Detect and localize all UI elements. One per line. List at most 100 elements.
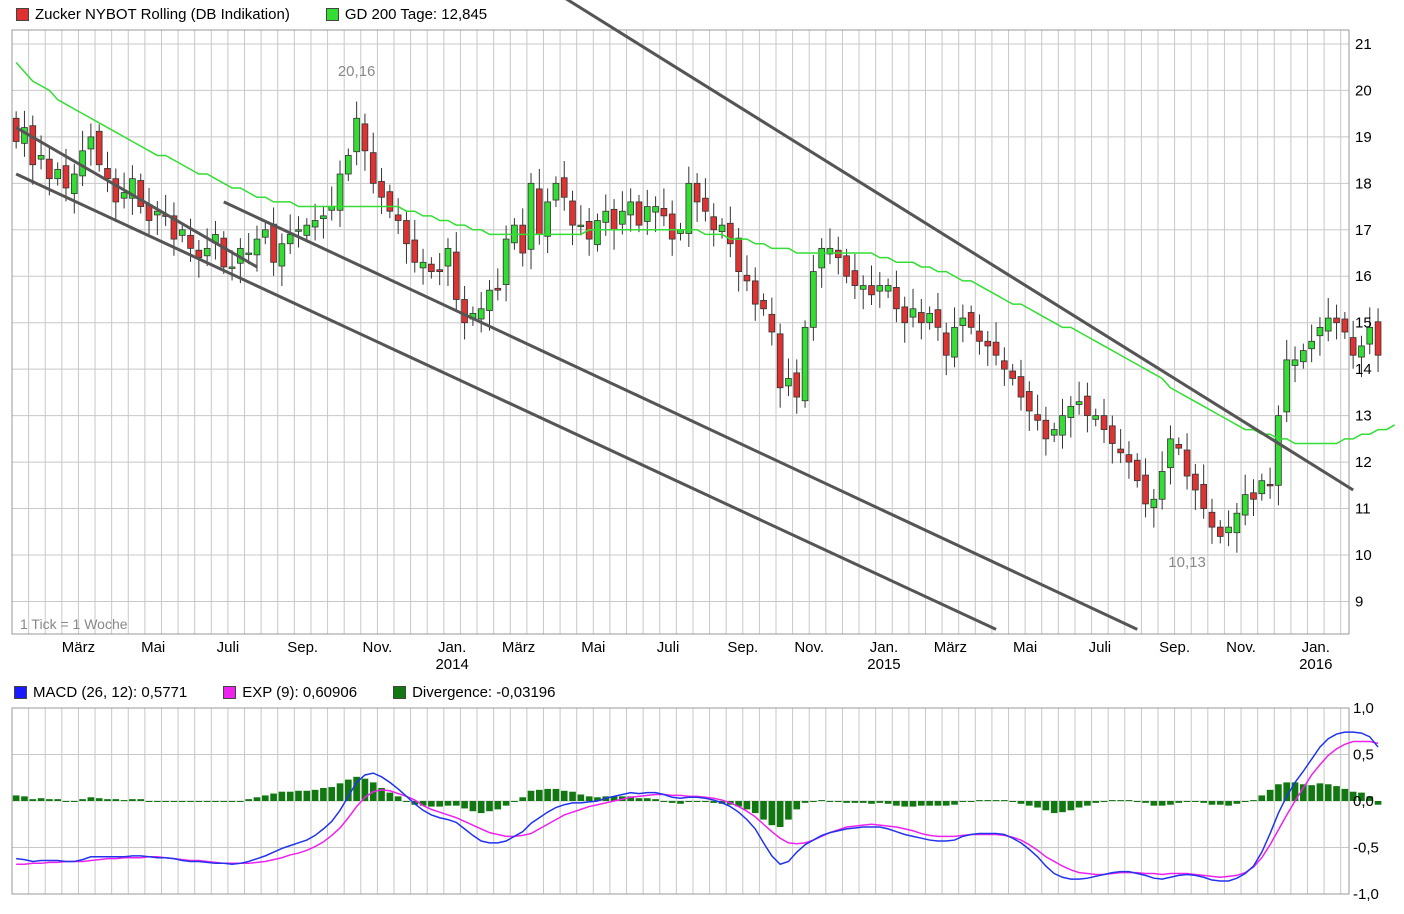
divergence-bar — [428, 801, 435, 807]
candle-body — [1117, 448, 1124, 454]
divergence-bar — [245, 799, 252, 801]
macd-panel-frame — [11, 707, 1350, 895]
divergence-legend-label: Divergence: -0,03196 — [412, 684, 556, 701]
divergence-bar — [1133, 801, 1141, 802]
candle-body — [444, 247, 452, 267]
candle-body — [1067, 405, 1075, 418]
divergence-bar — [162, 801, 169, 802]
divergence-bar — [594, 797, 601, 801]
candle-body — [1225, 526, 1232, 534]
divergence-bar — [436, 801, 443, 807]
divergence-bar — [469, 801, 477, 812]
candle-body — [37, 155, 45, 160]
candle-body — [1125, 454, 1133, 463]
candle-body — [1183, 449, 1191, 477]
candle-body — [353, 117, 360, 153]
divergence-bar — [1308, 785, 1315, 801]
candle-body — [253, 238, 261, 256]
candle-body — [1341, 318, 1349, 333]
trend-line — [15, 172, 997, 631]
divergence-bar — [178, 801, 186, 802]
divergence-bar — [536, 789, 543, 801]
candle-body — [1001, 360, 1008, 370]
candle-body — [984, 340, 992, 347]
divergence-bar — [677, 801, 684, 804]
candle-body — [884, 285, 892, 292]
candle-body — [1167, 438, 1174, 469]
divergence-bar — [145, 801, 153, 802]
divergence-bar — [1300, 784, 1307, 801]
candle-body — [776, 333, 784, 389]
trend-lines — [15, 0, 1354, 631]
divergence-bar — [1250, 800, 1257, 802]
candle-body — [170, 215, 178, 240]
candle-body — [394, 214, 402, 221]
x-tick-label: Juli — [1089, 639, 1112, 656]
divergence-bar — [859, 801, 867, 803]
trend-line — [565, 0, 1354, 492]
candle-body — [1142, 474, 1149, 505]
x-tick-label: Mai — [581, 639, 605, 656]
divergence-bar — [810, 801, 817, 802]
divergence-legend-item: Divergence: -0,03196 — [393, 684, 556, 701]
candle-body — [1366, 326, 1374, 345]
candle-body — [693, 182, 701, 203]
candle-body — [992, 341, 1000, 356]
candle-body — [810, 271, 817, 328]
candle-body — [843, 255, 850, 277]
x-tick-label: Jan. — [1302, 639, 1330, 656]
divergence-bar — [585, 796, 593, 801]
divergence-bar — [1059, 801, 1066, 813]
divergence-bar — [87, 797, 95, 801]
divergence-bar — [237, 801, 244, 802]
macd-legend-label: MACD (26, 12): 0,5771 — [33, 684, 188, 701]
candle-body — [486, 289, 493, 312]
divergence-bar — [735, 801, 742, 807]
y-tick-label: 19 — [1355, 129, 1372, 146]
divergence-bar — [1167, 801, 1174, 805]
candle-body — [336, 173, 344, 211]
divergence-bar — [635, 798, 643, 801]
y-tick-label: 13 — [1355, 408, 1372, 425]
candle-body — [619, 210, 626, 225]
exp-legend-label: EXP (9): 0,60906 — [242, 684, 358, 701]
candle-body — [461, 299, 468, 324]
candle-body — [1200, 483, 1207, 509]
candle-body — [544, 201, 551, 237]
candle-body — [976, 330, 983, 342]
x-tick-label: Nov. — [1226, 639, 1256, 656]
candle-body — [1100, 415, 1108, 430]
candle-body — [70, 173, 78, 194]
candle-body — [876, 285, 884, 292]
x-tick-label: Juli — [217, 639, 240, 656]
candle-body — [918, 312, 925, 324]
divergence-bar — [627, 796, 634, 801]
divergence-bar — [1241, 801, 1249, 802]
macd-y-tick-label: -0,5 — [1353, 840, 1379, 857]
candle-body — [1216, 526, 1224, 537]
candle-body — [386, 191, 394, 212]
divergence-bar — [1200, 801, 1207, 803]
candle-body — [1109, 425, 1116, 444]
divergence-bar — [1034, 801, 1041, 808]
candle-body — [137, 180, 145, 207]
divergence-bar — [1258, 795, 1266, 801]
candle-body — [1358, 345, 1365, 358]
divergence-bar — [868, 801, 875, 804]
price-panel-frame — [11, 29, 1350, 635]
divergence-bar — [394, 796, 402, 801]
divergence-bar — [793, 801, 801, 810]
candle-body — [951, 326, 958, 358]
candle-body — [494, 287, 502, 291]
price-legend-item: Zucker NYBOT Rolling (DB Indikation) — [16, 6, 290, 23]
candle-body — [1175, 444, 1183, 449]
divergence-bar — [560, 790, 568, 801]
divergence-bar — [1266, 789, 1274, 801]
divergence-bar — [1084, 801, 1091, 806]
divergence-bar — [893, 801, 900, 806]
candle-body — [1192, 473, 1199, 491]
x-year-label: 2014 — [435, 656, 468, 673]
candle-body — [1009, 370, 1016, 379]
divergence-bar — [228, 801, 236, 802]
